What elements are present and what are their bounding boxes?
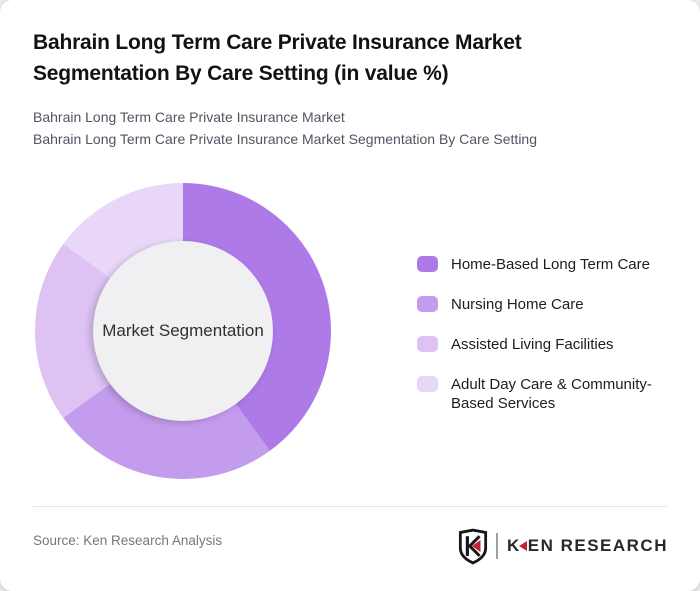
- donut-center: Market Segmentation: [93, 241, 273, 421]
- subtitle-line2: Bahrain Long Term Care Private Insurance…: [33, 130, 537, 147]
- chart-legend: Home-Based Long Term Care Nursing Home C…: [417, 255, 673, 413]
- legend-item-adult-day-care: Adult Day Care & Community-Based Service…: [417, 375, 673, 413]
- page-title-line2: Segmentation By Care Setting (in value %…: [33, 62, 449, 85]
- legend-label: Home-Based Long Term Care: [451, 256, 650, 273]
- legend-item-home-based: Home-Based Long Term Care: [417, 255, 673, 274]
- logo-wordmark-rest: EN RESEARCH: [527, 536, 668, 555]
- legend-swatch-icon: [417, 336, 438, 352]
- legend-label: Assisted Living Facilities: [451, 336, 614, 353]
- legend-label: Adult Day Care & Community-Based Service…: [451, 376, 652, 412]
- donut-center-label: Market Segmentation: [102, 321, 264, 340]
- legend-swatch-icon: [417, 376, 438, 392]
- legend-swatch-icon: [417, 256, 438, 272]
- logo-wordmark: K EN RESEARCH: [507, 536, 668, 556]
- footer-divider: [33, 506, 667, 507]
- legend-item-nursing-home: Nursing Home Care: [417, 295, 673, 314]
- subtitle-line1: Bahrain Long Term Care Private Insurance…: [33, 109, 345, 125]
- red-triangle-icon: [518, 541, 527, 551]
- page-title: Bahrain Long Term Care Private Insurance…: [33, 27, 673, 89]
- donut-chart: Market Segmentation: [35, 183, 331, 479]
- legend-swatch-icon: [417, 296, 438, 312]
- logo-separator: [495, 533, 498, 559]
- legend-item-assisted-living: Assisted Living Facilities: [417, 335, 673, 354]
- ken-research-logo: K EN RESEARCH: [458, 526, 668, 566]
- legend-label: Nursing Home Care: [451, 296, 584, 313]
- logo-wordmark-k: K: [506, 536, 521, 555]
- page-title-line1: Bahrain Long Term Care Private Insurance…: [33, 31, 522, 54]
- source-note: Source: Ken Research Analysis: [33, 533, 223, 548]
- shield-k-icon: [458, 528, 488, 564]
- subtitle: Bahrain Long Term Care Private Insurance…: [33, 107, 673, 150]
